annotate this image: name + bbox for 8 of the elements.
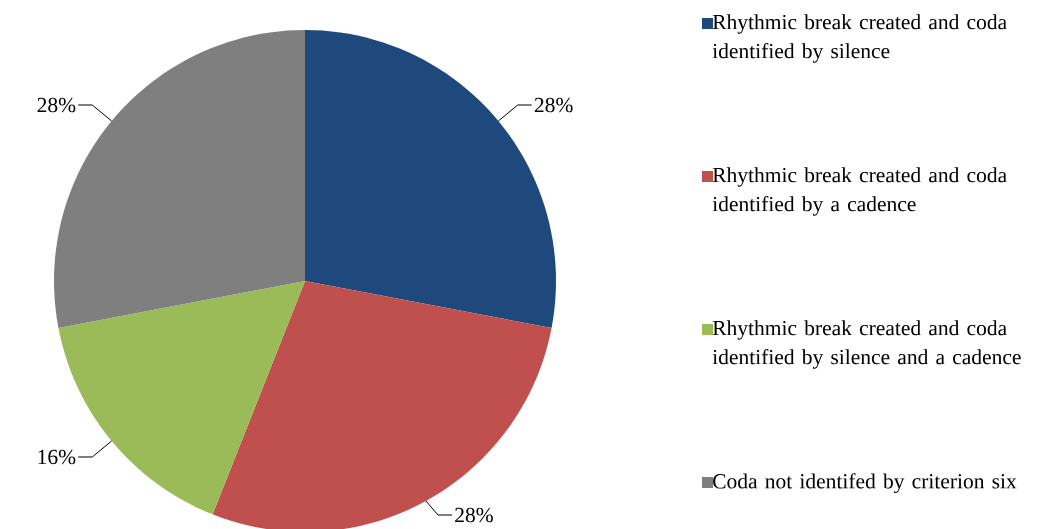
legend-label: Rhythmic break created and coda identified by a cadence — [712, 167, 1007, 216]
data-label: 28% — [534, 97, 573, 113]
legend-label: Rhythmic break created and coda identified by silence and a cadence — [712, 320, 1021, 369]
data-label: 28% — [37, 97, 76, 113]
legend-label: Coda not identifed by criterion six — [713, 473, 1017, 493]
data-label: 28% — [455, 507, 493, 523]
legend-label: Rhythmic break created and coda identified by silence — [712, 14, 1007, 63]
data-label: 16% — [38, 449, 76, 465]
